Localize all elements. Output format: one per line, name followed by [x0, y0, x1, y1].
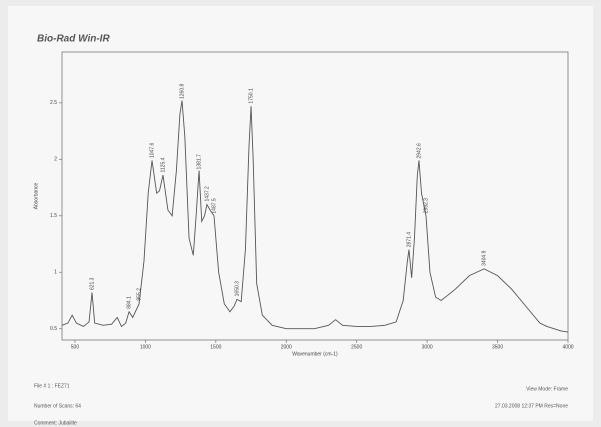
y-tick-label: 2.5	[50, 100, 57, 106]
x-tick-label: 1500	[210, 344, 221, 350]
footer-text: View Mode: Frame	[526, 386, 568, 392]
x-axis-label: Wavenumber (cm-1)	[292, 351, 338, 357]
peak-label: 884.1	[126, 296, 132, 309]
y-axis-label: Absorbance	[33, 182, 39, 209]
x-tick-label: 500	[71, 344, 80, 350]
y-tick-label: 2	[54, 157, 57, 163]
y-tick-label: 0.5	[50, 326, 57, 332]
footer-text: 27.03.2008 12:37 PM Res=None	[495, 403, 568, 409]
peak-label: 955.2	[136, 288, 142, 301]
sheet	[8, 6, 593, 421]
peak-label: 621.3	[89, 277, 95, 290]
peak-label: 1260.8	[179, 83, 185, 99]
peak-label: 1437.2	[204, 186, 210, 202]
peak-label: 1487.5	[211, 198, 217, 214]
peak-label: 2871.4	[406, 232, 412, 248]
y-tick-label: 1.5	[50, 213, 57, 219]
x-tick-label: 3000	[422, 344, 433, 350]
footer-text: Number of Scans: 64	[34, 403, 81, 409]
x-tick-label: 3500	[492, 344, 503, 350]
x-tick-label: 4000	[562, 344, 573, 350]
peak-label: 1125.4	[160, 157, 166, 172]
peak-label: 1047.6	[149, 143, 155, 159]
peak-label: 2942.6	[416, 143, 422, 159]
peak-label: 1750.1	[248, 88, 254, 104]
peak-label: 3404.9	[481, 250, 487, 266]
x-tick-label: 2500	[351, 344, 362, 350]
y-tick-label: 1	[54, 270, 57, 276]
peak-label: 1381.7	[196, 154, 202, 170]
peak-label: 2992.3	[423, 198, 429, 214]
peak-label: 1650.3	[234, 281, 240, 297]
footer-text: File # 1 : FEZ71	[34, 383, 70, 389]
footer-text: Comment: Jubailite	[34, 420, 77, 426]
x-tick-label: 2000	[281, 344, 292, 350]
plot-frame	[61, 51, 569, 341]
x-tick-label: 1000	[140, 344, 151, 350]
chart-title: Bio-Rad Win-IR	[37, 34, 110, 45]
spectrum-line	[61, 100, 569, 333]
